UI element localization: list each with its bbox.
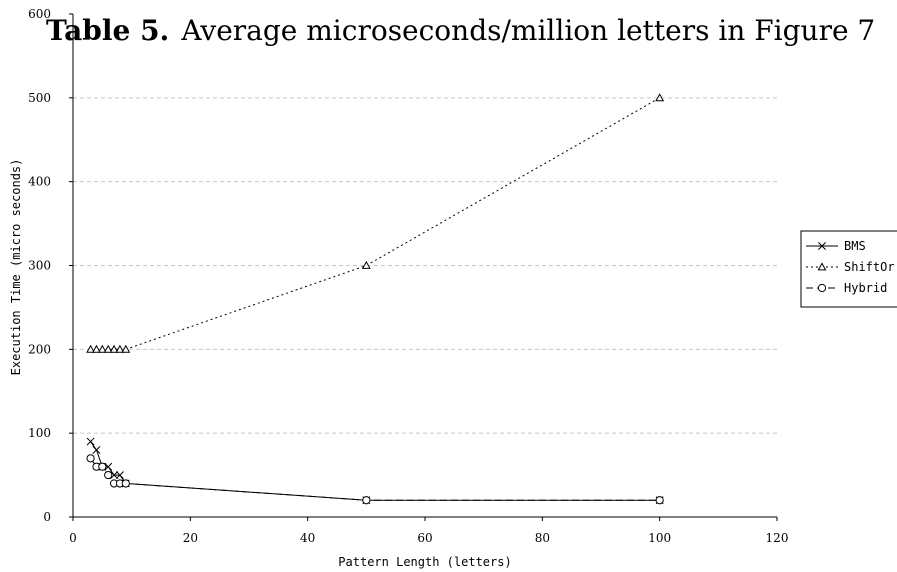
point-bms-3-stroke-b (104, 462, 113, 471)
x-tick-label-80: 80 (535, 531, 550, 545)
y-axis-ticks: 0 100 200 300 400 500 600 (28, 7, 73, 524)
x-tick-label-100: 100 (648, 531, 671, 545)
point-bms-5-stroke-b (115, 471, 124, 480)
point-bms-1 (92, 445, 101, 454)
point-bms-3 (104, 462, 113, 471)
point-bms-1-stroke-b (92, 445, 101, 454)
legend-label-bms: BMS (844, 239, 866, 253)
point-shiftor-5 (115, 344, 125, 353)
point-shiftor-1 (92, 344, 101, 353)
point-shiftor-7 (361, 260, 371, 269)
x-tick-label-40: 40 (300, 531, 315, 545)
y-axis-label: Execution Time (micro seconds) (9, 159, 23, 376)
point-bms-4 (110, 471, 119, 480)
y-tick-label-0: 0 (43, 510, 51, 524)
x-tick-label-120: 120 (766, 531, 789, 545)
point-hybrid-7 (362, 496, 371, 505)
legend-marker-bms (818, 242, 826, 250)
y-tick-label-400: 400 (28, 175, 51, 189)
legend: BMS ShiftOr Hybrid (800, 230, 897, 308)
legend-item-shiftor: ShiftOr (806, 260, 895, 274)
legend-marker-hybrid (817, 283, 827, 293)
x-axis-ticks: 0 20 40 60 80 100 120 (69, 517, 788, 545)
point-hybrid-6 (121, 479, 130, 488)
series-layer (86, 93, 665, 505)
series-hybrid (86, 454, 664, 505)
legend-box (800, 230, 897, 308)
legend-label-hybrid: Hybrid (844, 281, 887, 295)
y-tick-label-200: 200 (28, 342, 51, 356)
legend-item-bms: BMS (806, 239, 866, 253)
x-tick-label-20: 20 (183, 531, 198, 545)
x-axis-label: Pattern Length (letters) (338, 555, 511, 569)
series-line-hybrid (90, 458, 660, 501)
legend-marker-shiftor (817, 262, 827, 271)
legend-marker-bms-stroke-b (818, 242, 826, 250)
chart-title: Table 5. Average microseconds/million le… (46, 14, 875, 47)
point-hybrid-3 (104, 470, 113, 480)
point-bms-4-stroke-b (110, 471, 119, 480)
point-bms-0 (86, 437, 95, 446)
y-tick-label-600: 600 (28, 7, 51, 21)
legend-label-shiftor: ShiftOr (844, 260, 895, 274)
point-hybrid-0 (86, 454, 95, 463)
point-shiftor-3 (103, 344, 113, 353)
series-shiftor (86, 93, 665, 353)
y-tick-label-100: 100 (28, 426, 51, 440)
gridlines (73, 97, 777, 434)
point-shiftor-4 (109, 344, 119, 353)
chart-title-prefix: Table 5. (46, 14, 169, 47)
point-hybrid-8 (655, 496, 664, 505)
series-bms (86, 437, 664, 505)
point-shiftor-8 (655, 93, 665, 102)
x-tick-label-0: 0 (69, 531, 77, 545)
y-tick-label-500: 500 (28, 91, 51, 105)
point-shiftor-6 (121, 344, 131, 353)
point-bms-0-stroke-b (86, 437, 95, 446)
chart-title-text: Average microseconds/million letters in … (180, 14, 875, 47)
point-shiftor-0 (86, 344, 96, 353)
y-tick-label-300: 300 (28, 259, 51, 273)
point-shiftor-2 (97, 344, 107, 353)
x-tick-label-60: 60 (417, 531, 432, 545)
series-line-bms (90, 441, 660, 501)
point-hybrid-2 (98, 462, 107, 471)
series-line-shiftor (90, 97, 660, 350)
point-bms-5 (115, 471, 124, 480)
legend-item-hybrid: Hybrid (806, 281, 887, 295)
